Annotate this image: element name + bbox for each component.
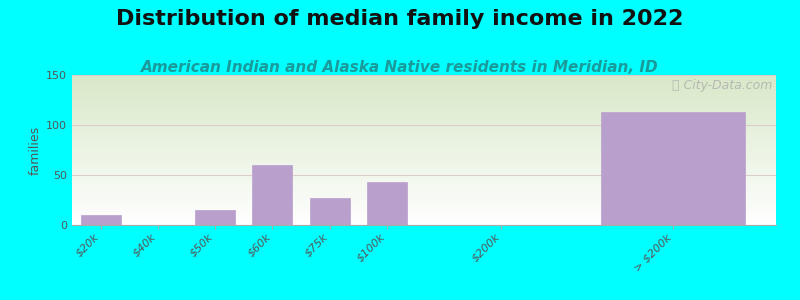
Text: American Indian and Alaska Native residents in Meridian, ID: American Indian and Alaska Native reside…	[141, 60, 659, 75]
Text: ⓘ City-Data.com: ⓘ City-Data.com	[672, 80, 773, 92]
Bar	[310, 198, 350, 225]
Bar	[366, 182, 407, 225]
Bar	[195, 210, 235, 225]
Bar	[602, 112, 745, 225]
Y-axis label: families: families	[29, 125, 42, 175]
Bar	[252, 165, 292, 225]
Bar	[81, 215, 121, 225]
Text: Distribution of median family income in 2022: Distribution of median family income in …	[116, 9, 684, 29]
